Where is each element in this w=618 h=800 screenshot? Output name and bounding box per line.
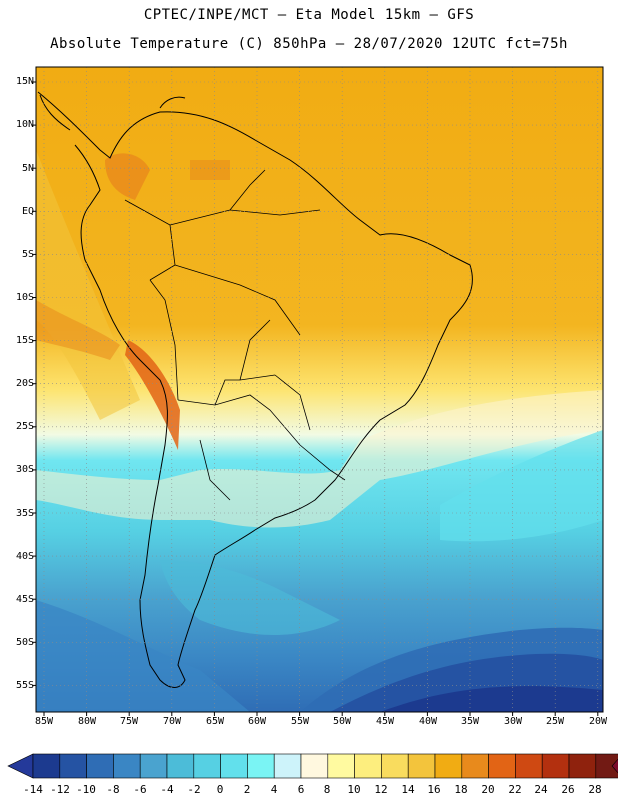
lat-label: 45S	[15, 594, 34, 605]
colorbar-swatch	[568, 753, 597, 779]
lat-label: 20S	[15, 378, 34, 389]
colorbar-label: 20	[481, 783, 495, 796]
chart-title-line-2: Absolute Temperature (C) 850hPa – 28/07/…	[50, 36, 568, 52]
colorbar-swatch	[59, 753, 87, 779]
colorbar-label: -10	[76, 783, 96, 796]
lon-label: 35W	[460, 716, 480, 727]
colorbar-label: 26	[561, 783, 575, 796]
colorbar-under-arrow	[7, 753, 34, 779]
colorbar-swatch	[434, 753, 463, 779]
colorbar-label: -12	[50, 783, 70, 796]
colorbar-label: 12	[374, 783, 388, 796]
lat-label: 15N	[15, 76, 34, 87]
lat-lon-grid	[36, 67, 603, 712]
colorbar-label: 22	[508, 783, 522, 796]
colorbar-swatch	[595, 753, 618, 779]
lat-label: 50S	[15, 637, 34, 648]
colorbar-swatch	[541, 753, 570, 779]
colorbar-label: -8	[106, 783, 120, 796]
colorbar-swatch	[32, 753, 61, 779]
coastlines	[37, 91, 473, 688]
colorbar-label: -14	[23, 783, 43, 796]
colorbar-swatch	[220, 753, 248, 779]
colorbar-label: -2	[187, 783, 201, 796]
lat-label: 35S	[15, 508, 34, 519]
colorbar-label: 24	[534, 783, 548, 796]
colorbar-label: 0	[216, 783, 224, 796]
lon-label: 85W	[34, 716, 54, 727]
colorbar-swatch	[381, 753, 409, 779]
colorbar-label: 6	[297, 783, 305, 796]
lon-label: 60W	[247, 716, 267, 727]
colorbar-label: -6	[133, 783, 147, 796]
colorbar-swatch	[193, 753, 221, 779]
colorbar-swatch	[300, 753, 329, 779]
colorbar-swatch	[86, 753, 114, 779]
lat-label: 10S	[15, 292, 34, 303]
colorbar-label: 2	[243, 783, 251, 796]
lat-label: 15S	[15, 335, 34, 346]
colorbar-label: -4	[160, 783, 174, 796]
map-frame	[35, 66, 604, 713]
lat-label: 25S	[15, 421, 34, 432]
colorbar-label: 4	[270, 783, 278, 796]
lon-label: 45W	[375, 716, 395, 727]
borders	[124, 169, 346, 501]
colorbar-swatch	[354, 753, 382, 779]
colorbar-label: 8	[323, 783, 331, 796]
lon-label: 30W	[503, 716, 523, 727]
colorbar-swatch	[515, 753, 543, 779]
colorbar-label: 14	[401, 783, 415, 796]
lon-label: 70W	[162, 716, 182, 727]
lon-label: 65W	[205, 716, 225, 727]
colorbar-swatch	[327, 753, 355, 779]
colorbar-swatch	[247, 753, 275, 779]
chart-title-line-1: CPTEC/INPE/MCT – Eta Model 15km – GFS	[143, 7, 475, 23]
colorbar-label: 10	[347, 783, 361, 796]
lon-label: 25W	[545, 716, 565, 727]
colorbar-swatch	[461, 753, 489, 779]
lat-label: 5S	[21, 249, 34, 260]
colorbar-swatch	[139, 753, 168, 779]
axis-ticks	[32, 81, 599, 716]
colorbar-swatch	[273, 753, 302, 779]
lat-label: EQ	[21, 206, 34, 217]
colorbar-swatch	[113, 753, 141, 779]
colorbar-swatch	[488, 753, 516, 779]
colorbar-label: 16	[427, 783, 441, 796]
colorbar	[7, 753, 618, 779]
lon-label: 80W	[77, 716, 97, 727]
lat-label: 5N	[21, 163, 34, 174]
lat-label: 10N	[15, 119, 34, 130]
colorbar-label: 18	[454, 783, 468, 796]
colorbar-label: 28	[588, 783, 602, 796]
lon-label: 75W	[119, 716, 139, 727]
temperature-field	[36, 67, 603, 712]
lon-label: 40W	[418, 716, 438, 727]
lat-label: 30S	[15, 464, 34, 475]
colorbar-swatch	[166, 753, 195, 779]
lon-label: 55W	[290, 716, 310, 727]
lat-label: 40S	[15, 551, 34, 562]
lon-label: 50W	[332, 716, 352, 727]
lat-label: 55S	[15, 680, 34, 691]
colorbar-over-arrow	[611, 758, 618, 774]
lon-label: 20W	[588, 716, 608, 727]
colorbar-swatch	[407, 753, 436, 779]
